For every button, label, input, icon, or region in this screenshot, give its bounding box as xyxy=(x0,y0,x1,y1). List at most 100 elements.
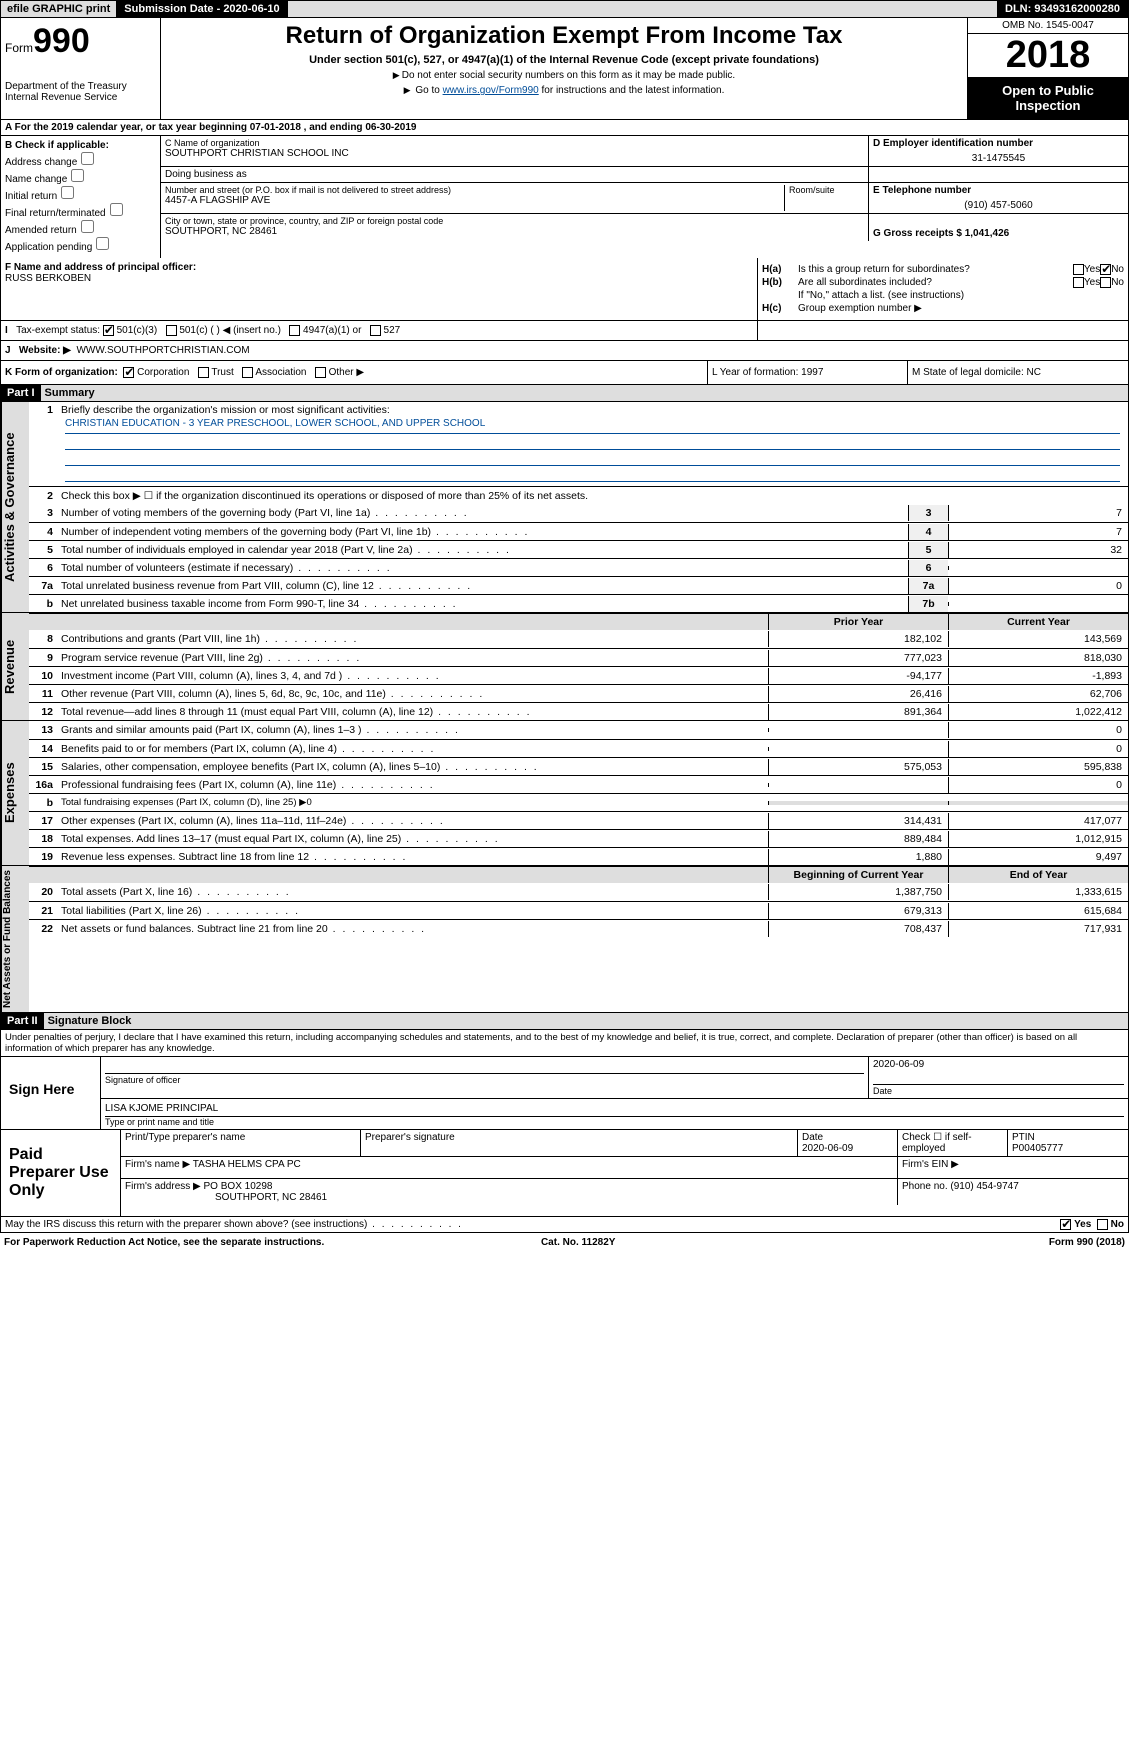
gross-receipts: G Gross receipts $ 1,041,426 xyxy=(868,214,1128,241)
note-link: Go to www.irs.gov/Form990 for instructio… xyxy=(165,85,963,96)
paid-preparer-label: Paid Preparer Use Only xyxy=(1,1130,121,1216)
section-revenue: Revenue Prior YearCurrent Year 8Contribu… xyxy=(0,613,1129,721)
cb-application-pending[interactable]: Application pending xyxy=(5,237,156,253)
irs-link[interactable]: www.irs.gov/Form990 xyxy=(443,85,539,96)
vtab-governance: Activities & Governance xyxy=(1,402,29,612)
line-21: 21Total liabilities (Part X, line 26) 67… xyxy=(29,901,1128,919)
cb-501c3[interactable] xyxy=(103,325,114,336)
hb-no[interactable] xyxy=(1100,277,1111,288)
cb-corporation[interactable] xyxy=(123,367,134,378)
dba-cell: Doing business as xyxy=(161,167,868,182)
cb-527[interactable] xyxy=(370,325,381,336)
cb-association[interactable] xyxy=(242,367,253,378)
line-20: 20Total assets (Part X, line 16) 1,387,7… xyxy=(29,883,1128,901)
top-bar: efile GRAPHIC print Submission Date - 20… xyxy=(0,0,1129,18)
line-16a: 16aProfessional fundraising fees (Part I… xyxy=(29,775,1128,793)
preparer-block: Paid Preparer Use Only Print/Type prepar… xyxy=(0,1130,1129,1217)
header-mid: Return of Organization Exempt From Incom… xyxy=(161,18,968,119)
officer-printed-name: LISA KJOME PRINCIPAL Type or print name … xyxy=(101,1099,1128,1129)
hb-yes[interactable] xyxy=(1073,277,1084,288)
preparer-ptin: PTINP00405777 xyxy=(1008,1130,1128,1156)
officer-name: RUSS BERKOBEN xyxy=(5,273,753,284)
signature-officer[interactable]: Signature of officer xyxy=(101,1057,868,1098)
line-19: 19Revenue less expenses. Subtract line 1… xyxy=(29,847,1128,865)
line-15: 15Salaries, other compensation, employee… xyxy=(29,757,1128,775)
discuss-row: May the IRS discuss this return with the… xyxy=(0,1217,1129,1233)
sign-block: Sign Here Signature of officer 2020-06-0… xyxy=(0,1056,1129,1130)
line-14: 14Benefits paid to or for members (Part … xyxy=(29,739,1128,757)
preparer-date: Date2020-06-09 xyxy=(798,1130,898,1156)
dln: DLN: 93493162000280 xyxy=(997,1,1128,17)
part1-header: Part ISummary xyxy=(0,385,1129,402)
row-fgh: F Name and address of principal officer:… xyxy=(0,258,1129,321)
ha-yes[interactable] xyxy=(1073,264,1084,275)
efile-label: efile GRAPHIC print xyxy=(1,1,116,17)
cb-address-change[interactable]: Address change xyxy=(5,152,156,168)
col-b-title: B Check if applicable: xyxy=(5,140,156,151)
tax-year: 2018 xyxy=(968,34,1128,77)
ha-no[interactable] xyxy=(1100,264,1111,275)
form-prefix: Form xyxy=(5,41,33,55)
cb-trust[interactable] xyxy=(198,367,209,378)
row-i-tax-status: I Tax-exempt status: 501(c)(3) 501(c) ( … xyxy=(0,321,1129,341)
line-6: 6Total number of volunteers (estimate if… xyxy=(29,558,1128,576)
city-state-zip: SOUTHPORT, NC 28461 xyxy=(165,226,864,237)
website-url: WWW.SOUTHPORTCHRISTIAN.COM xyxy=(76,345,249,356)
note-ssn: Do not enter social security numbers on … xyxy=(165,70,963,81)
line-17: 17Other expenses (Part IX, column (A), l… xyxy=(29,811,1128,829)
firm-name: Firm's name ▶ TASHA HELMS CPA PC xyxy=(121,1157,898,1178)
firm-address: Firm's address ▶ PO BOX 10298 SOUTHPORT,… xyxy=(121,1179,898,1205)
preparer-name-hdr: Print/Type preparer's name xyxy=(121,1130,361,1156)
form-number: 990 xyxy=(33,22,90,60)
ein-cell: D Employer identification number 31-1475… xyxy=(868,136,1128,166)
block-bcd: B Check if applicable: Address change Na… xyxy=(0,136,1129,258)
header-left: Form990 Department of the Treasury Inter… xyxy=(1,18,161,119)
street-cell: Number and street (or P.O. box if mail i… xyxy=(161,183,868,213)
line-5: 5Total number of individuals employed in… xyxy=(29,540,1128,558)
line-b: bNet unrelated business taxable income f… xyxy=(29,594,1128,612)
perjury-text: Under penalties of perjury, I declare th… xyxy=(0,1030,1129,1056)
col-b-checkboxes: B Check if applicable: Address change Na… xyxy=(1,136,161,258)
officer-cell: F Name and address of principal officer:… xyxy=(1,258,758,320)
line-18: 18Total expenses. Add lines 13–17 (must … xyxy=(29,829,1128,847)
line-12: 12Total revenue—add lines 8 through 11 (… xyxy=(29,702,1128,720)
h-group: H(a)Is this a group return for subordina… xyxy=(758,258,1128,320)
signature-date: 2020-06-09 Date xyxy=(868,1057,1128,1098)
section-net-assets: Net Assets or Fund Balances Beginning of… xyxy=(0,866,1129,1013)
org-name-cell: C Name of organization SOUTHPORT CHRISTI… xyxy=(161,136,868,166)
form-subtitle: Under section 501(c), 527, or 4947(a)(1)… xyxy=(165,54,963,66)
line-7a: 7aTotal unrelated business revenue from … xyxy=(29,576,1128,594)
firm-phone: Phone no. (910) 454-9747 xyxy=(898,1179,1128,1205)
cb-amended-return[interactable]: Amended return xyxy=(5,220,156,236)
discuss-no[interactable] xyxy=(1097,1219,1108,1230)
section-expenses: Expenses 13Grants and similar amounts pa… xyxy=(0,721,1129,866)
city-cell: City or town, state or province, country… xyxy=(161,214,868,241)
cb-initial-return[interactable]: Initial return xyxy=(5,186,156,202)
part2-header: Part IISignature Block xyxy=(0,1013,1129,1030)
cb-other[interactable] xyxy=(315,367,326,378)
firm-ein: Firm's EIN ▶ xyxy=(898,1157,1128,1178)
room-suite: Room/suite xyxy=(784,185,864,211)
ein: 31-1475545 xyxy=(873,153,1124,164)
preparer-sig-hdr: Preparer's signature xyxy=(361,1130,798,1156)
preparer-self-employed[interactable]: Check ☐ if self-employed xyxy=(898,1130,1008,1156)
col-cd: C Name of organization SOUTHPORT CHRISTI… xyxy=(161,136,1128,258)
cb-501c[interactable] xyxy=(166,325,177,336)
phone-cell: E Telephone number (910) 457-5060 xyxy=(868,183,1128,213)
cb-final-return[interactable]: Final return/terminated xyxy=(5,203,156,219)
dept-treasury: Department of the Treasury xyxy=(5,81,156,92)
line-13: 13Grants and similar amounts paid (Part … xyxy=(29,721,1128,739)
cb-name-change[interactable]: Name change xyxy=(5,169,156,185)
state-domicile: M State of legal domicile: NC xyxy=(908,361,1128,384)
org-name: SOUTHPORT CHRISTIAN SCHOOL INC xyxy=(165,148,864,159)
line-3: 3Number of voting members of the governi… xyxy=(29,504,1128,522)
cb-4947[interactable] xyxy=(289,325,300,336)
dept-irs: Internal Revenue Service xyxy=(5,92,156,103)
row-a-calendar-year: A For the 2019 calendar year, or tax yea… xyxy=(0,120,1129,136)
mission-text: CHRISTIAN EDUCATION - 3 YEAR PRESCHOOL, … xyxy=(65,418,1120,434)
discuss-yes[interactable] xyxy=(1060,1219,1071,1230)
phone: (910) 457-5060 xyxy=(873,200,1124,211)
line-22: 22Net assets or fund balances. Subtract … xyxy=(29,919,1128,937)
vtab-net: Net Assets or Fund Balances xyxy=(1,866,29,1012)
line-b: bTotal fundraising expenses (Part IX, co… xyxy=(29,793,1128,811)
